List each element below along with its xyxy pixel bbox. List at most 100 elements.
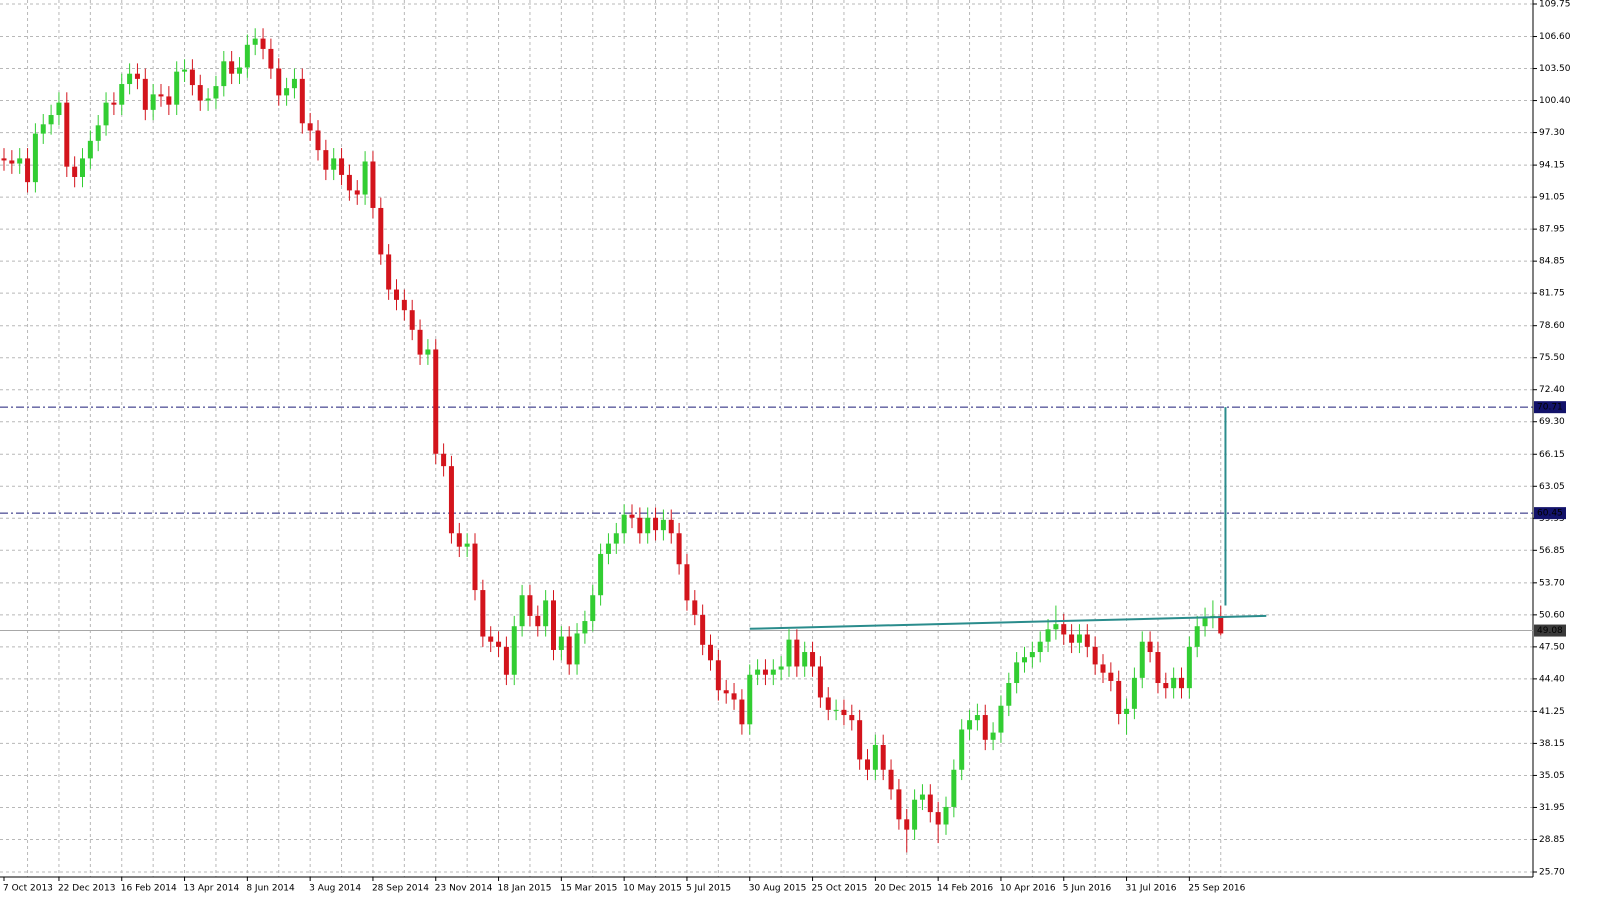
y-tick-label: 81.75 [1539, 289, 1565, 299]
candle-body [354, 190, 360, 195]
y-tick-label: 44.40 [1539, 674, 1565, 684]
candle-body [9, 160, 15, 164]
candle-body [1037, 641, 1043, 653]
candle-body [927, 794, 933, 813]
candle-body [284, 88, 290, 96]
candle-body [441, 453, 447, 467]
candle-body [1155, 652, 1161, 684]
candle-body [323, 150, 329, 170]
candle-body [935, 812, 941, 825]
candle-body [252, 38, 258, 45]
candle-body [912, 799, 918, 830]
y-tick-label: 66.15 [1539, 450, 1565, 460]
candle-body [919, 794, 925, 800]
candle-body [394, 289, 399, 300]
candle-body [629, 514, 635, 518]
candle-body [1092, 646, 1098, 665]
y-tick-label: 87.95 [1539, 225, 1565, 235]
x-tick-label: 20 Dec 2015 [874, 884, 932, 894]
candle-body [943, 806, 949, 825]
candle-body [205, 98, 211, 101]
candle-body [896, 789, 902, 820]
candle-body [794, 639, 800, 667]
x-tick-label: 3 Aug 2014 [309, 884, 361, 894]
candle-body [1124, 708, 1130, 714]
candle-body [17, 158, 23, 164]
x-tick-label: 25 Oct 2015 [812, 884, 868, 894]
candle-body [472, 543, 478, 591]
y-tick-label: 106.60 [1539, 32, 1571, 42]
candle-body [32, 133, 38, 183]
candle-body [1171, 677, 1177, 689]
candle-body [315, 130, 321, 151]
candle-body [64, 102, 70, 167]
candle-body [1061, 624, 1067, 635]
x-tick-label: 28 Sep 2014 [372, 884, 429, 894]
candle-body [456, 533, 462, 547]
candle-body [166, 96, 172, 105]
candle-body [362, 161, 368, 195]
candle-body [127, 73, 133, 85]
candle-body [708, 644, 713, 661]
candle-body [676, 533, 682, 565]
trendline [749, 614, 1267, 630]
candle-body [1006, 683, 1012, 706]
candle-body [339, 158, 345, 175]
candle-body [865, 759, 870, 770]
y-tick-label: 75.50 [1539, 353, 1565, 363]
candle-body [747, 674, 753, 725]
candle-body [158, 94, 164, 97]
candle-body [959, 729, 965, 770]
candle-body [1163, 683, 1169, 689]
y-tick-label: 38.15 [1539, 739, 1565, 749]
candle-body [660, 519, 666, 531]
x-tick-label: 5 Jul 2015 [686, 884, 731, 894]
x-tick-label: 18 Jan 2015 [498, 884, 552, 894]
candle-body [1022, 657, 1027, 663]
y-tick-label: 28.85 [1539, 835, 1565, 845]
candle-body [480, 590, 486, 637]
level-box [1534, 624, 1566, 637]
candle-body [1116, 680, 1122, 714]
candle-body [1, 158, 7, 161]
candle-body [739, 699, 745, 725]
candle-body [880, 744, 886, 770]
candle-body [80, 158, 85, 177]
x-tick-label: 30 Aug 2015 [749, 884, 807, 894]
candle-body [87, 140, 93, 159]
candle-body [1045, 629, 1051, 642]
candle-body [668, 519, 674, 534]
x-tick-label: 13 Apr 2014 [184, 884, 240, 894]
y-tick-label: 56.85 [1539, 546, 1565, 556]
candle-body [221, 61, 227, 87]
y-tick-label: 25.70 [1539, 868, 1565, 878]
candle-body [700, 614, 706, 645]
x-tick-label: 15 Mar 2015 [560, 884, 617, 894]
candle-body [370, 161, 376, 208]
candle-body [613, 533, 619, 544]
candle-body [715, 660, 721, 691]
candle-body [723, 690, 729, 694]
candle-body [401, 299, 407, 311]
candle-body [72, 166, 78, 177]
candle-body [621, 514, 627, 534]
level-label: 49.08 [1537, 626, 1563, 636]
candle-body [307, 123, 313, 131]
y-tick-label: 103.50 [1539, 64, 1571, 74]
y-tick-label: 84.85 [1539, 257, 1565, 267]
y-tick-label: 78.60 [1539, 321, 1565, 331]
candle-body [511, 626, 517, 675]
x-tick-label: 14 Feb 2016 [937, 884, 993, 894]
candle-body [684, 564, 690, 601]
candle-body [1076, 634, 1082, 643]
x-tick-label: 25 Sep 2016 [1188, 884, 1245, 894]
candle-body [299, 78, 305, 124]
candle-body [872, 744, 878, 770]
candle-body [291, 78, 297, 89]
x-tick-label: 31 Jul 2016 [1126, 884, 1177, 894]
candle-body [527, 595, 533, 616]
candle-body [229, 61, 235, 74]
y-tick-label: 91.05 [1539, 193, 1565, 203]
